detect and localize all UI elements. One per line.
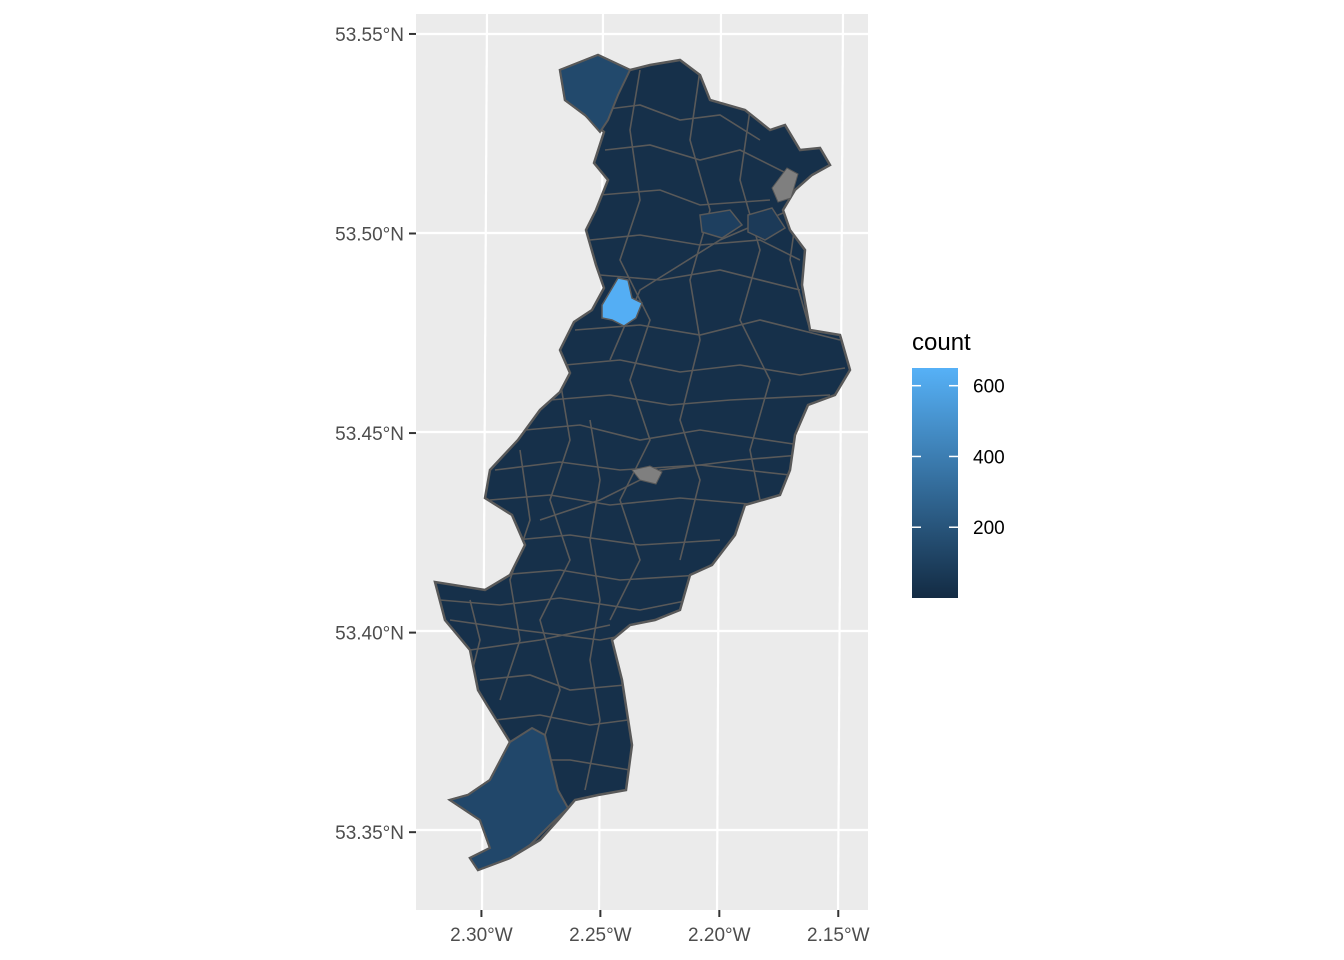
y-tick-label: 53.40°N — [335, 624, 404, 645]
legend-break-label: 400 — [973, 447, 1005, 468]
legend-title: count — [912, 329, 971, 356]
legend: count 600 400 200 — [912, 329, 1005, 598]
x-tick-label: 2.30°W — [450, 925, 513, 946]
city-outline-fill — [433, 53, 852, 872]
region-south-large — [447, 726, 570, 872]
y-tick-label: 53.45°N — [335, 424, 404, 445]
y-tick-label: 53.55°N — [335, 25, 404, 46]
gridline-lon-2.30 — [480, 13, 489, 911]
y-tick-label: 53.50°N — [335, 225, 404, 246]
region-east-edge — [747, 207, 787, 241]
area-boundaries — [439, 69, 846, 821]
x-tick-label: 2.25°W — [569, 925, 632, 946]
legend-ticks: 600 400 200 — [912, 377, 1005, 539]
region-missing-1 — [771, 167, 799, 203]
legend-break-label: 600 — [973, 377, 1005, 398]
region-mid-north — [699, 209, 744, 239]
legend-colorbar — [912, 368, 958, 598]
legend-break-label: 200 — [973, 518, 1005, 539]
x-tick-label: 2.15°W — [807, 925, 870, 946]
region-missing-2 — [631, 465, 663, 485]
region-high-count — [601, 277, 643, 327]
axes: 53.55°N 53.50°N 53.45°N 53.40°N 53.35°N 2.30°… — [335, 25, 869, 946]
city-area — [433, 53, 852, 872]
region-north-large — [558, 53, 632, 134]
gridline-lon-2.15 — [836, 13, 845, 911]
x-tick-label: 2.20°W — [688, 925, 751, 946]
y-tick-label: 53.35°N — [335, 823, 404, 844]
